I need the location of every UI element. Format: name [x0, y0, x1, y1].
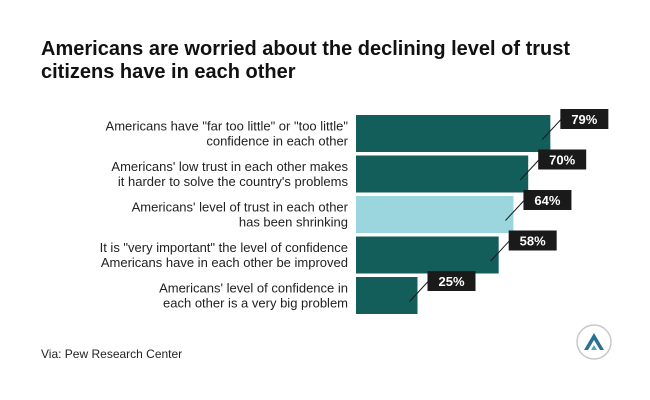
category-label-line: each other is a very big problem: [163, 296, 348, 311]
category-label: Americans have "far too little" or "too …: [106, 119, 349, 149]
bar: [356, 196, 514, 233]
category-label-line: Americans have in each other be improved: [101, 255, 348, 270]
value-label-box: [523, 190, 572, 210]
value-label: 70%: [549, 153, 575, 168]
category-label: Americans' low trust in each other makes…: [111, 159, 348, 189]
value-label-box: [427, 271, 476, 291]
bar: [356, 277, 418, 314]
category-label: Americans' level of trust in each other h…: [132, 200, 349, 230]
category-label-line: Americans' level of confidence in: [159, 281, 348, 296]
category-label-line: Americans' low trust in each other makes: [111, 159, 348, 174]
category-label-line: has been shrinking: [239, 215, 348, 230]
value-label: 58%: [520, 234, 546, 249]
chart-title-line-2: citizens have in each other: [41, 61, 296, 83]
value-label-box: [508, 230, 557, 251]
category-label: Americans' level of confidence in each ot…: [159, 281, 348, 311]
value-label: 79%: [571, 112, 597, 127]
bar: [356, 155, 529, 193]
value-leader-line: [519, 158, 541, 181]
value-label-box: [538, 149, 587, 170]
bar: [356, 115, 551, 152]
value-leader-line: [541, 117, 563, 140]
chart-title-line-1: Americans are worried about the declinin…: [41, 38, 571, 60]
value-leader-line: [409, 279, 430, 302]
category-label: It is "very important" the level of conf…: [100, 240, 348, 270]
category-label-line: it harder to solve the country's problem…: [118, 174, 349, 189]
chart-title: Americans are worried about the declinin…: [41, 38, 621, 84]
value-label: 64%: [534, 193, 560, 208]
category-label-line: confidence in each other: [206, 134, 348, 149]
value-leader-line: [490, 239, 512, 262]
value-leader-line: [505, 198, 526, 221]
category-label-line: Americans' level of trust in each other: [132, 200, 349, 215]
category-label-line: It is "very important" the level of conf…: [100, 240, 348, 255]
value-label: 25%: [438, 274, 464, 289]
value-label-box: [560, 109, 609, 129]
category-label-line: Americans have "far too little" or "too …: [106, 119, 349, 134]
source-note: Via: Pew Research Center: [41, 347, 183, 361]
bar: [356, 236, 499, 274]
mountain-triangle-logo-icon: [576, 324, 612, 360]
